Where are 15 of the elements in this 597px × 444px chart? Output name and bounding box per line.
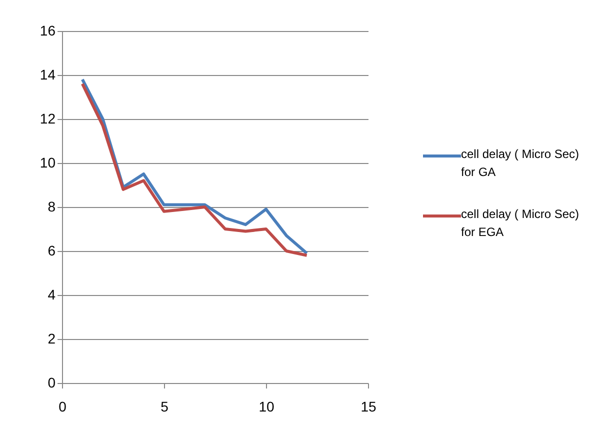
x-tick-label: 5 xyxy=(160,398,169,414)
y-tick-label: 6 xyxy=(48,242,56,258)
y-tick-label: 14 xyxy=(40,66,56,82)
y-tick-label: 4 xyxy=(48,286,56,302)
y-tick-label: 2 xyxy=(48,330,56,346)
legend-label: cell delay ( Micro Sec) for GA xyxy=(461,147,580,179)
x-tick-label: 15 xyxy=(360,398,376,414)
legend-label: cell delay ( Micro Sec) for EGA xyxy=(461,207,580,239)
y-tick-label: 0 xyxy=(48,374,56,390)
y-tick-label: 16 xyxy=(40,22,56,38)
y-tick-label: 10 xyxy=(40,154,56,170)
x-tick-label: 0 xyxy=(58,398,67,414)
y-tick-label: 8 xyxy=(48,198,56,214)
y-tick-label: 12 xyxy=(40,110,56,126)
x-tick-label: 10 xyxy=(258,398,274,414)
